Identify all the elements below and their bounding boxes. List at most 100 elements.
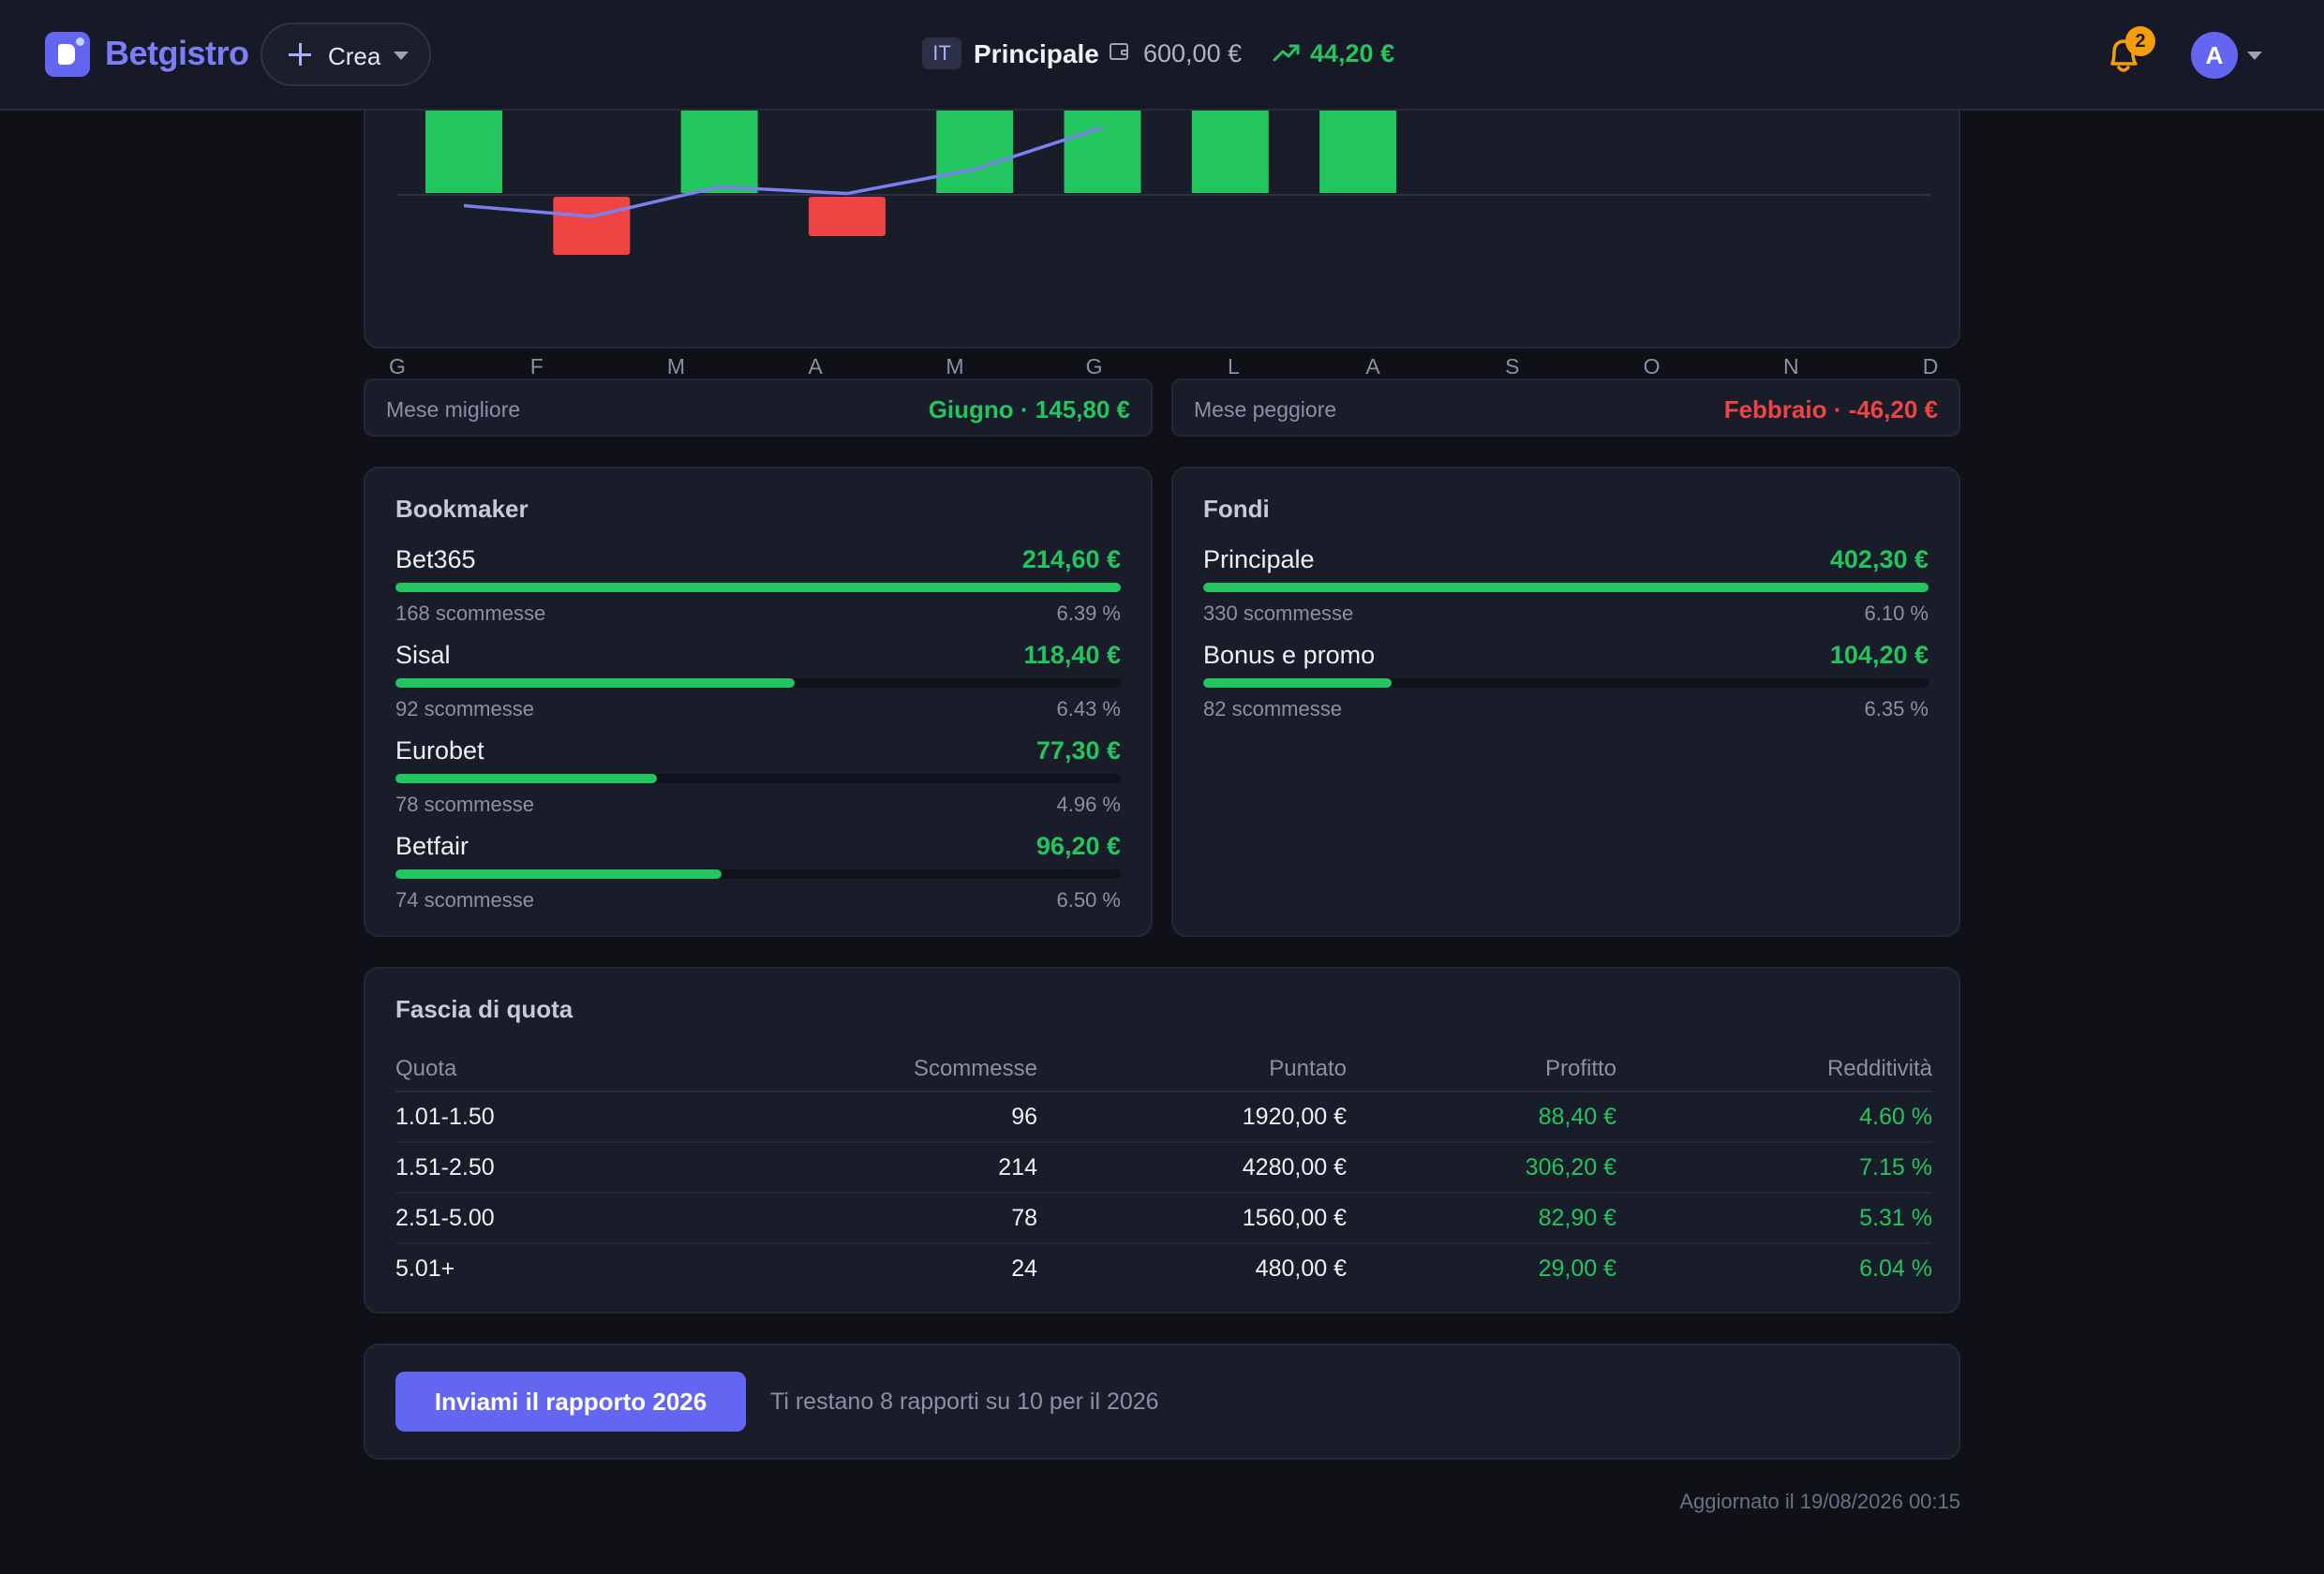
table-cell: 4280,00 €: [1037, 1142, 1347, 1194]
chart-x-tick-label: L: [1227, 354, 1240, 379]
progress-track: [1203, 583, 1929, 592]
list-item: Bet365 214,60 € 168 scommesse 6.39 %: [395, 545, 1121, 641]
progress-fill: [1203, 678, 1393, 688]
table-cell: 1920,00 €: [1037, 1091, 1347, 1143]
item-roi: 6.10 %: [1864, 601, 1929, 625]
list-item: Sisal 118,40 € 92 scommesse 6.43 %: [395, 641, 1121, 736]
account-flag[interactable]: IT: [922, 37, 961, 69]
progress-fill: [395, 583, 1121, 592]
table-cell: 4.60 %: [1616, 1091, 1932, 1143]
table-row: 5.01+ 24 480,00 € 29,00 € 6.04 %: [395, 1243, 1932, 1293]
account-name[interactable]: Principale: [974, 39, 1099, 68]
chevron-down-icon[interactable]: [2247, 52, 2262, 60]
table-header-row: Quota Scommesse Puntato Profitto Redditi…: [395, 1047, 1932, 1092]
list-item: Bonus e promo 104,20 € 82 scommesse 6.35 %: [1203, 641, 1929, 736]
column-header: Profitto: [1347, 1047, 1616, 1092]
chart-x-tick-label: N: [1782, 354, 1799, 379]
chart-x-tick-label: O: [1643, 354, 1661, 379]
item-bet-count: 92 scommesse: [395, 697, 534, 720]
list-item: Betfair 96,20 € 74 scommesse 6.50 %: [395, 832, 1121, 928]
bell-icon[interactable]: [2105, 34, 2142, 75]
item-profit: 96,20 €: [1035, 832, 1121, 860]
chart-bar[interactable]: [553, 197, 631, 255]
table-cell: 5.01+: [395, 1255, 455, 1282]
table-row: 1.51-2.50 214 4280,00 € 306,20 € 7.15 %: [395, 1142, 1932, 1194]
table-cell: 2.51-5.00: [395, 1193, 789, 1244]
item-name: Betfair: [395, 832, 469, 860]
progress-track: [395, 869, 1121, 879]
chart-x-tick-label: G: [389, 354, 406, 379]
best-month-card: Mese migliore Giugno · 145,80 €: [364, 379, 1153, 437]
item-roi: 6.35 %: [1864, 697, 1929, 720]
chart-x-tick-label: M: [946, 354, 964, 379]
item-bet-count: 78 scommesse: [395, 793, 534, 816]
avatar[interactable]: A: [2191, 32, 2238, 79]
account-profit: 44,20 €: [1310, 39, 1395, 67]
account-balance: 600,00 €: [1143, 39, 1243, 67]
table-row: 1.01-1.50 96 1920,00 € 88,40 € 4.60 %: [395, 1091, 1932, 1143]
table-cell: 96: [789, 1091, 1037, 1143]
column-header: Scommesse: [789, 1047, 1037, 1092]
table-cell: 480,00 €: [1255, 1255, 1347, 1282]
item-bet-count: 82 scommesse: [1203, 697, 1342, 720]
chart-x-tick-label: M: [666, 354, 686, 379]
item-profit: 214,60 €: [1021, 545, 1121, 573]
funds-panel: Fondi Principale 402,30 € 330 scommesse 6.1…: [1171, 467, 1960, 937]
table-cell: 88,40 €: [1347, 1091, 1616, 1143]
chevron-down-icon: [394, 52, 409, 60]
table-row: 2.51-5.00 78 1560,00 € 82,90 € 5.31 %: [395, 1193, 1932, 1244]
item-profit: 118,40 €: [1023, 641, 1121, 669]
best-month-label: Mese migliore: [386, 397, 521, 422]
odds-range-card: Fascia di quota Quota Scommesse Puntato …: [364, 967, 1960, 1314]
progress-track: [395, 678, 1121, 688]
table-cell: 1560,00 €: [1037, 1193, 1347, 1244]
table-cell: 24: [1011, 1255, 1037, 1282]
top-navbar: Betgistro Crea IT Principale 600,00 € 44…: [0, 0, 2324, 111]
list-item: Principale 402,30 € 330 scommesse 6.10 %: [1203, 545, 1929, 641]
bookmaker-title: Bookmaker: [395, 495, 529, 523]
table-cell: 1.01-1.50: [395, 1091, 789, 1143]
progress-fill: [395, 869, 723, 879]
item-roi: 4.96 %: [1056, 793, 1122, 816]
list-item: Eurobet 77,30 € 78 scommesse 4.96 %: [395, 736, 1121, 832]
item-roi: 6.50 %: [1056, 888, 1122, 912]
table-cell: 78: [789, 1193, 1037, 1244]
table-cell: 306,20 €: [1347, 1142, 1616, 1194]
chart-x-tick-label: A: [1365, 354, 1380, 379]
item-name: Eurobet: [395, 736, 484, 765]
table-cell: 82,90 €: [1347, 1193, 1616, 1244]
chart-x-tick-label: G: [1085, 354, 1103, 379]
create-button[interactable]: Crea: [261, 22, 431, 86]
item-bet-count: 330 scommesse: [1203, 601, 1354, 625]
table-cell: 214: [789, 1142, 1037, 1194]
item-roi: 6.39 %: [1056, 601, 1122, 625]
progress-track: [395, 774, 1121, 783]
table-cell: 7.15 %: [1616, 1142, 1932, 1194]
notification-count-badge[interactable]: 2: [2125, 26, 2155, 56]
create-button-label: Crea: [328, 42, 381, 70]
brand-name[interactable]: Betgistro: [105, 34, 249, 72]
wallet-icon: [1110, 43, 1128, 60]
chart-x-tick-label: S: [1505, 354, 1520, 379]
item-bet-count: 74 scommesse: [395, 888, 534, 912]
table-cell: 29,00 €: [1538, 1255, 1616, 1282]
chart-bar[interactable]: [808, 197, 886, 236]
column-header: Puntato: [1037, 1047, 1347, 1092]
chart-x-tick-label: A: [808, 354, 823, 379]
item-profit: 402,30 €: [1829, 545, 1929, 573]
odds-range-table: Quota Scommesse Puntato Profitto Redditi…: [395, 1047, 1932, 1293]
logo-icon[interactable]: [45, 32, 90, 77]
best-month-value: Giugno · 145,80 €: [928, 395, 1130, 423]
table-cell: 5.31 %: [1616, 1193, 1932, 1244]
plus-icon: [289, 43, 311, 66]
worst-month-value: Febbraio · -46,20 €: [1723, 395, 1938, 423]
column-header: Quota: [395, 1047, 789, 1092]
last-updated-text: Aggiornato il 19/08/2026 00:15: [1679, 1490, 1960, 1513]
send-report-button[interactable]: Inviami il rapporto 2026: [395, 1372, 746, 1432]
progress-track: [1203, 678, 1929, 688]
report-quota-note: Ti restano 8 rapporti su 10 per il 2026: [770, 1388, 1159, 1415]
item-roi: 6.43 %: [1056, 697, 1122, 720]
item-name: Principale: [1203, 545, 1315, 573]
item-profit: 77,30 €: [1035, 736, 1121, 765]
column-header: Redditività: [1616, 1047, 1932, 1092]
